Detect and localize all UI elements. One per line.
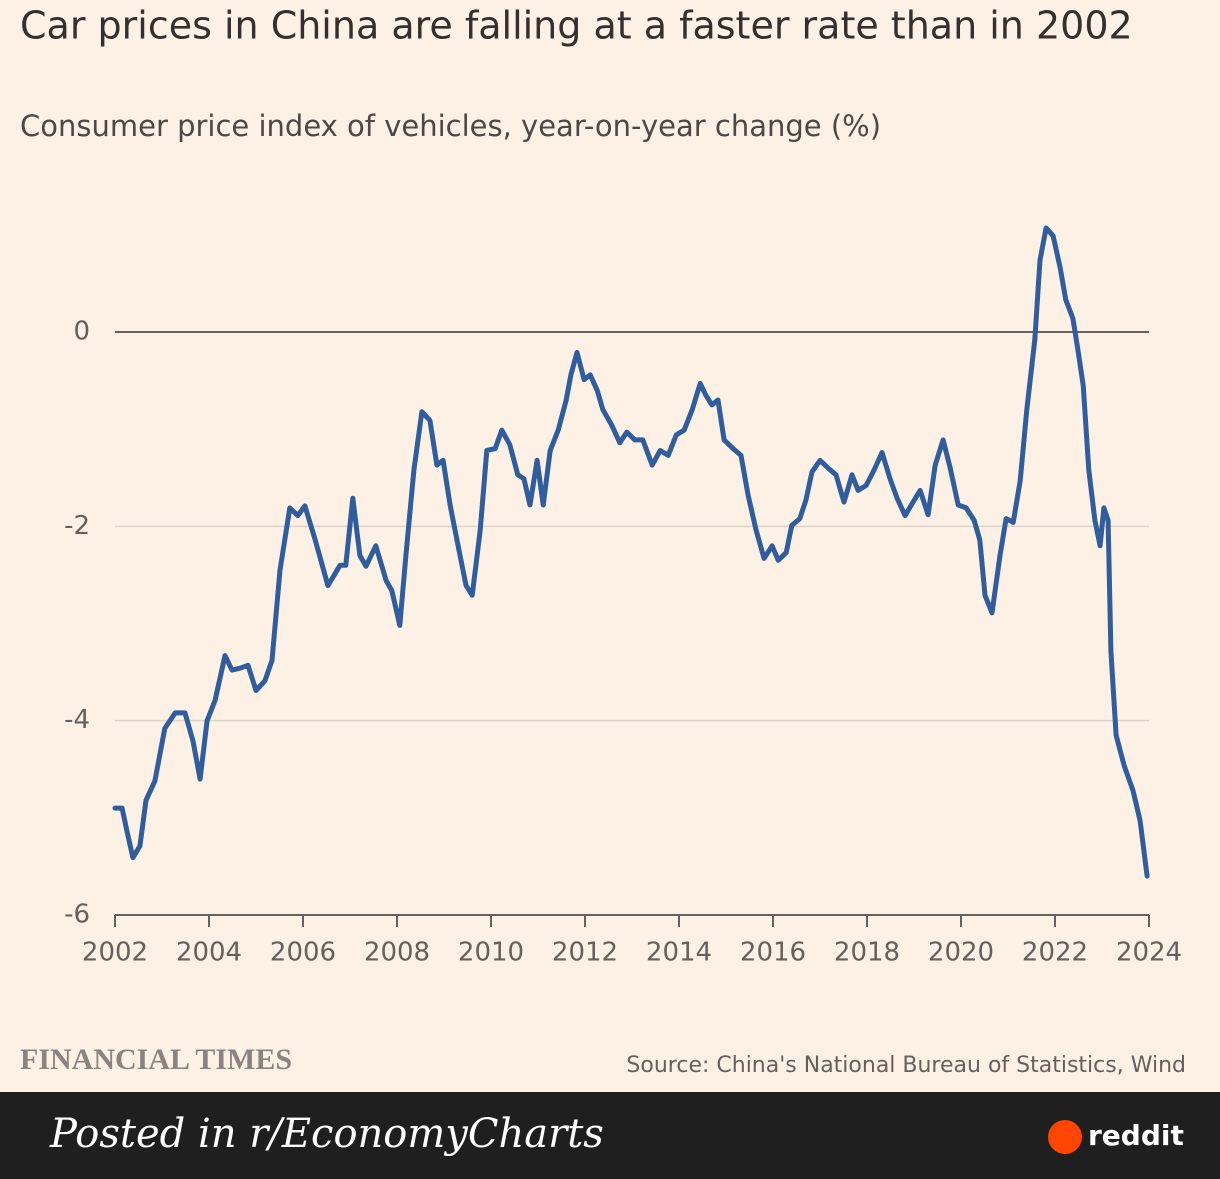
chart-title: Car prices in China are falling at a fas… [20,4,1133,48]
x-tick-label: 2016 [740,938,806,968]
x-tick-label: 2002 [82,938,148,968]
x-tick-label: 2012 [552,938,618,968]
reddit-icon [1048,1120,1082,1154]
background [0,0,1220,1092]
x-tick-label: 2008 [364,938,430,968]
y-tick-label: -4 [64,705,90,735]
chart-subtitle: Consumer price index of vehicles, year-o… [20,109,881,143]
x-tick-label: 2010 [458,938,524,968]
source: Source: China's National Bureau of Stati… [626,1053,1186,1078]
x-tick-label: 2018 [834,938,900,968]
x-tick-label: 2014 [646,938,712,968]
x-tick-label: 2006 [270,938,336,968]
y-tick-label: -2 [64,511,90,541]
brand: FINANCIAL TIMES [20,1043,292,1076]
x-tick-label: 2024 [1116,938,1182,968]
footer-logo: reddit [1088,1119,1184,1152]
x-tick-label: 2022 [1022,938,1088,968]
footer-bar [0,1092,1220,1179]
x-tick-label: 2004 [176,938,242,968]
y-tick-label: -6 [64,900,90,930]
y-tick-label: 0 [73,317,90,347]
x-tick-label: 2020 [928,938,994,968]
data-line [112,225,1150,879]
footer-text: Posted in r/EconomyCharts [49,1111,604,1157]
